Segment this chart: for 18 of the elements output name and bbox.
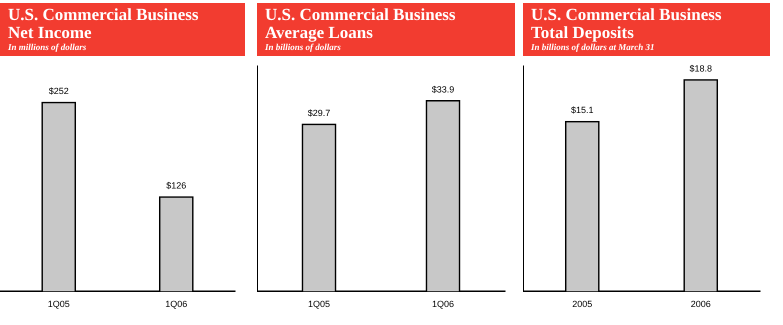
- data-label: $33.9: [432, 84, 454, 94]
- data-label: $252: [48, 86, 69, 96]
- data-label: $15.1: [570, 105, 594, 116]
- data-label: $126: [166, 180, 186, 191]
- x-tick-label: 2005: [572, 299, 592, 310]
- chart-title: U.S. Commercial Business Average Loans: [265, 5, 456, 42]
- x-tick-label: 1Q05: [48, 299, 70, 310]
- chart-subtitle: In billions of dollars: [265, 42, 342, 52]
- x-tick-label: 1Q06: [165, 299, 188, 310]
- data-label: $29.7: [308, 108, 330, 118]
- chart-title: U.S. Commercial Business Net Income: [8, 5, 200, 42]
- chart-title: U.S. Commercial Business Total Deposits: [531, 5, 722, 42]
- chart-subtitle: In millions of dollars: [8, 42, 88, 52]
- x-tick-label: 1Q06: [432, 299, 454, 310]
- chart-subtitle: In billions of dollars at March 31: [531, 42, 656, 52]
- x-tick-label: 1Q05: [308, 299, 330, 310]
- data-label: $18.8: [689, 63, 712, 74]
- x-tick-label: 2006: [690, 299, 711, 310]
